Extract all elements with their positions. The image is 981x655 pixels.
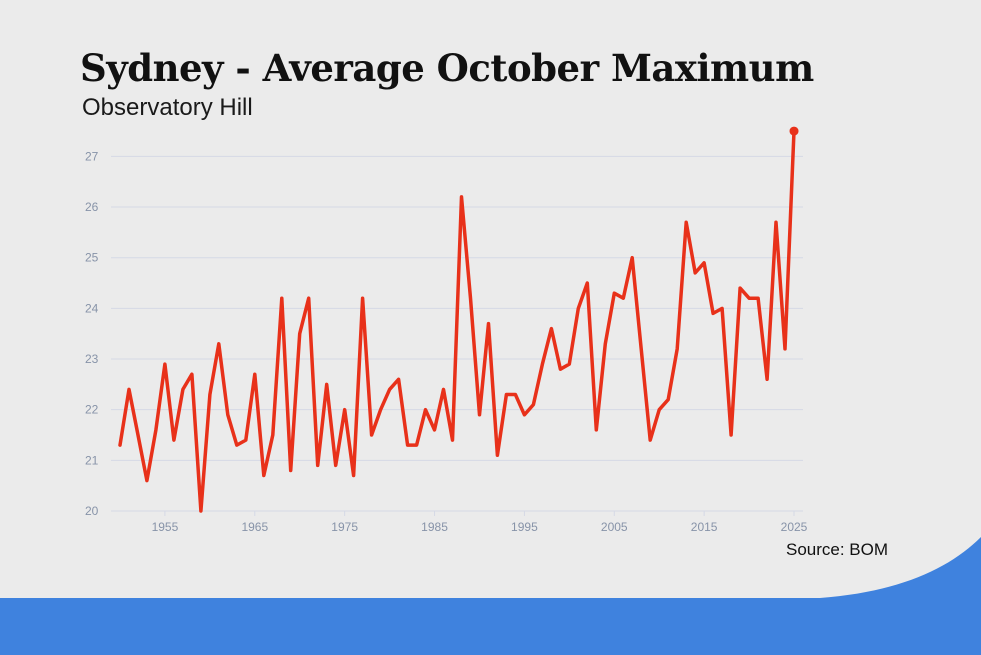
y-tick-label-26: 26	[85, 200, 99, 214]
x-tick-label-1995: 1995	[511, 520, 538, 534]
y-axis-ticks: 20 21 22 23 24 25 26 27	[85, 149, 99, 518]
source-note: Source: BOM	[786, 540, 889, 559]
series	[118, 126, 799, 513]
x-tick-label-2015: 2015	[691, 520, 718, 534]
y-tick-label-22: 22	[85, 403, 99, 417]
x-tick-label-1985: 1985	[421, 520, 448, 534]
footer-band	[0, 537, 981, 655]
y-tick-label-20: 20	[85, 504, 99, 518]
y-tick-label-25: 25	[85, 251, 99, 265]
x-axis-ticks: 1955 1965 1975 1985 1995 2005 2015 2025	[152, 511, 808, 534]
y-tick-label-23: 23	[85, 352, 99, 366]
x-tick-label-1975: 1975	[331, 520, 358, 534]
data-point-2025	[789, 126, 799, 136]
chart-title: Sydney - Average October Maximum	[80, 46, 814, 90]
y-tick-label-27: 27	[85, 149, 99, 163]
x-tick-label-2005: 2005	[601, 520, 628, 534]
series-line-0	[118, 129, 796, 513]
chart-subtitle: Observatory Hill	[82, 94, 253, 121]
x-tick-label-1965: 1965	[241, 520, 268, 534]
y-tick-label-24: 24	[85, 301, 99, 315]
x-tick-label-2025: 2025	[781, 520, 808, 534]
y-tick-label-21: 21	[85, 453, 99, 467]
x-tick-label-1955: 1955	[152, 520, 179, 534]
